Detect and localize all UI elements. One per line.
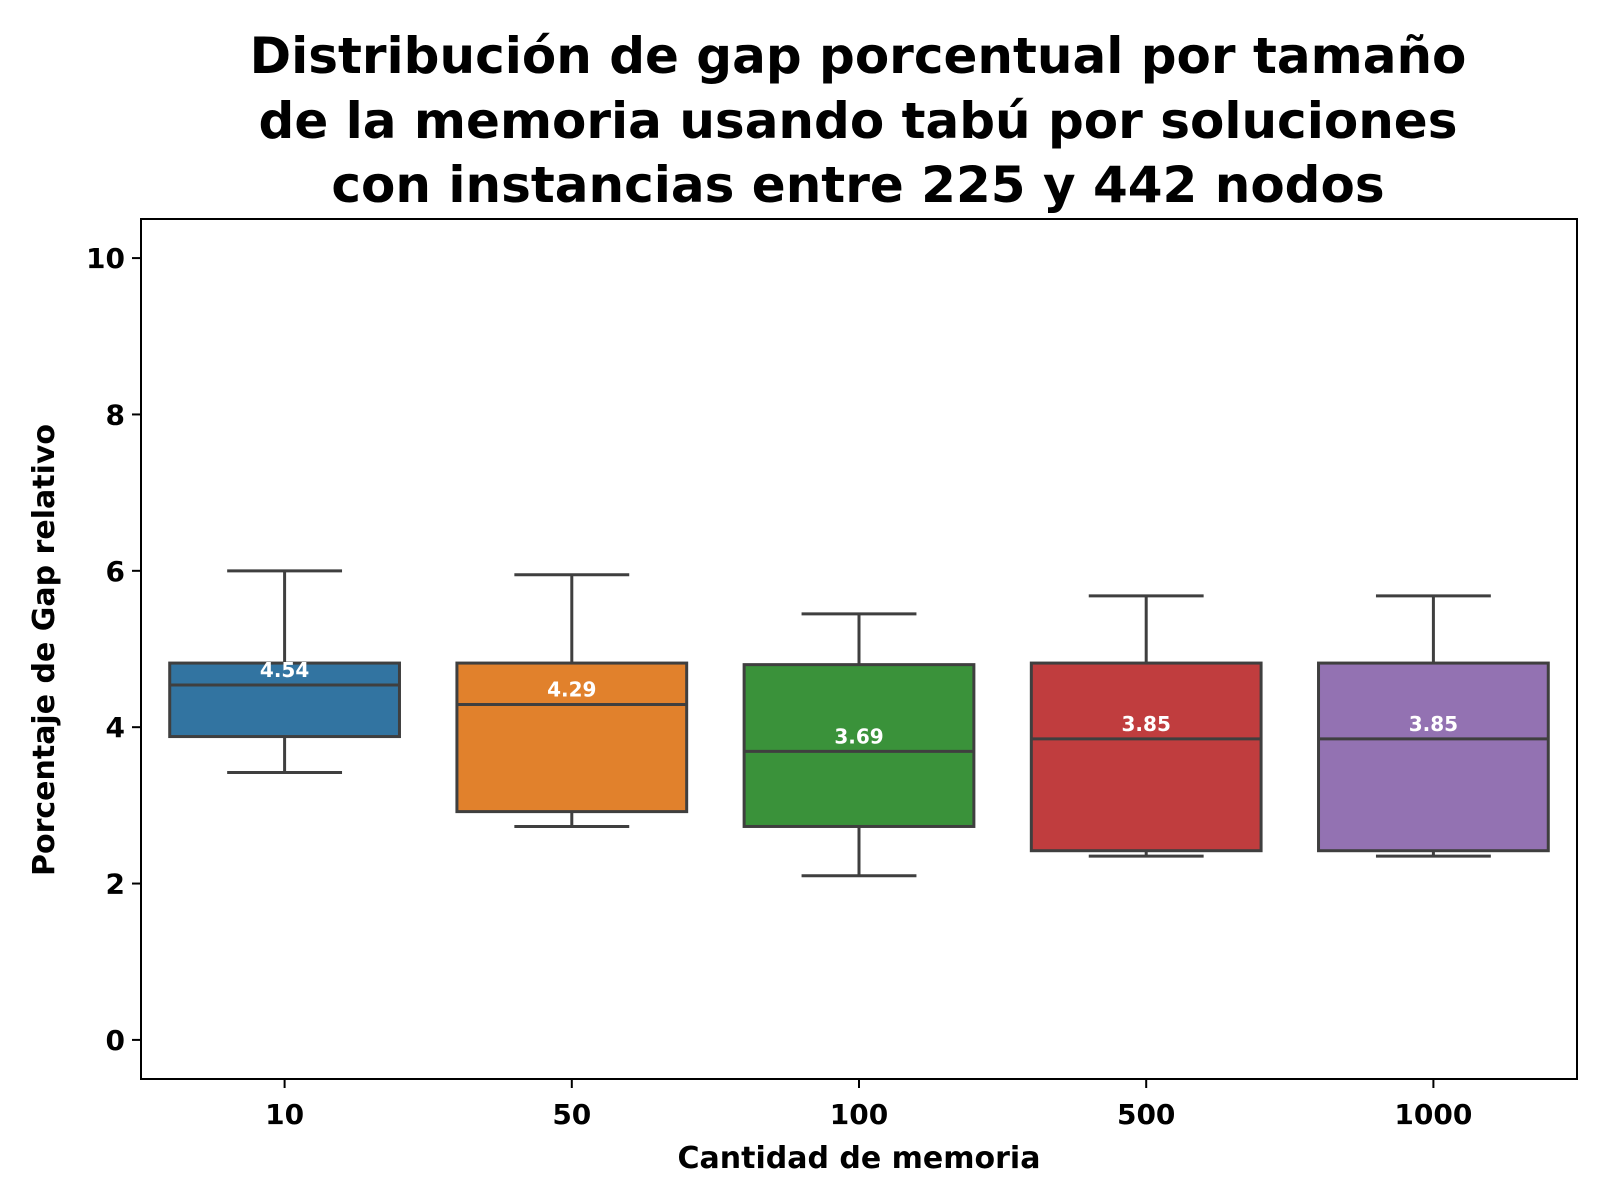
box-iqr: [168, 661, 401, 739]
boxes-layer: 4.54 4.29 3.69 3.85 3.85: [168, 569, 1550, 878]
box-iqr: [1317, 661, 1550, 853]
x-tick-label: 10: [265, 1098, 304, 1131]
x-tick-label: 50: [552, 1098, 591, 1131]
y-tick-label: 4: [106, 711, 125, 744]
median-label: 3.69: [834, 724, 883, 748]
y-tick-label: 2: [106, 868, 125, 901]
box-100: 3.69: [742, 612, 976, 878]
chart-title-line-3: con instancias entre 225 y 442 nodos: [331, 156, 1384, 214]
y-tick-label: 8: [106, 398, 125, 431]
x-axis-ticks: 10 50 100 500 1000: [265, 1079, 1472, 1131]
chart-title-line-1: Distribución de gap porcentual por tamañ…: [250, 27, 1467, 85]
x-tick-label: 500: [1117, 1098, 1175, 1131]
median-label: 3.85: [1122, 712, 1171, 736]
box-500: 3.85: [1029, 594, 1263, 858]
box-10: 4.54: [168, 569, 401, 775]
box-50: 4.29: [455, 573, 689, 828]
x-tick-label: 100: [830, 1098, 888, 1131]
median-label: 4.54: [260, 658, 309, 682]
y-tick-label: 0: [106, 1024, 125, 1057]
box-iqr: [455, 661, 689, 814]
box-iqr: [742, 663, 976, 828]
y-axis-label: Porcentaje de Gap relativo: [27, 424, 62, 876]
box-iqr: [1029, 661, 1263, 853]
y-axis-ticks: 0 2 4 6 8 10: [86, 242, 141, 1057]
y-tick-label: 6: [106, 555, 125, 588]
x-tick-label: 1000: [1394, 1098, 1472, 1131]
y-tick-label: 10: [86, 242, 125, 275]
plot-area-frame: [140, 218, 1578, 1080]
x-axis-label: Cantidad de memoria: [678, 1141, 1041, 1176]
box-1000: 3.85: [1317, 594, 1550, 858]
chart-title-line-2: de la memoria usando tabú por soluciones: [259, 92, 1458, 150]
chart-title: Distribución de gap porcentual por tamañ…: [250, 27, 1467, 214]
median-label: 4.29: [547, 678, 596, 702]
median-label: 3.85: [1409, 712, 1458, 736]
